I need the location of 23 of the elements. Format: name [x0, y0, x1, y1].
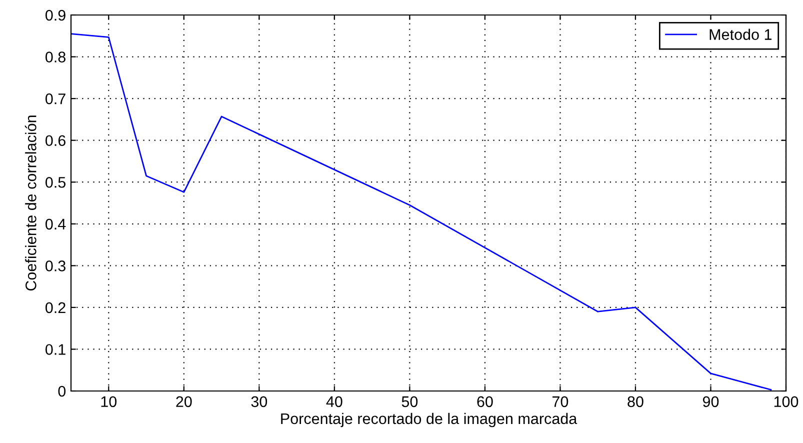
x-tick-label: 10 [101, 396, 117, 408]
x-tick-label: 20 [176, 396, 192, 408]
x-axis-title: Porcentaje recortado de la imagen marcada [281, 412, 578, 428]
y-tick-label: 0.9 [46, 10, 66, 21]
x-tick-label: 30 [251, 396, 268, 408]
y-tick-label: 0.3 [46, 260, 66, 272]
legend-label: Metodo 1 [710, 28, 772, 40]
x-tick-label: 50 [402, 396, 418, 408]
y-tick-label: 0.6 [46, 135, 66, 146]
x-tick-label: 40 [326, 396, 342, 408]
y-tick-label: 0.1 [46, 344, 66, 355]
x-tick-label: 90 [702, 396, 719, 408]
y-tick-label: 0.8 [46, 52, 66, 62]
y-tick-label: 0 [58, 386, 66, 397]
x-tick-label: 60 [477, 396, 493, 408]
x-tick-label: 70 [552, 396, 568, 408]
x-tick-label: 80 [628, 396, 644, 408]
y-tick-label: 0.5 [46, 176, 66, 188]
y-tick-label: 0.2 [46, 302, 66, 314]
y-tick-label: 0.7 [46, 93, 66, 104]
y-axis-title: Coeficiente de correlación [24, 116, 36, 291]
y-tick-label: 0.4 [46, 218, 66, 230]
x-tick-label: 100 [774, 396, 798, 408]
